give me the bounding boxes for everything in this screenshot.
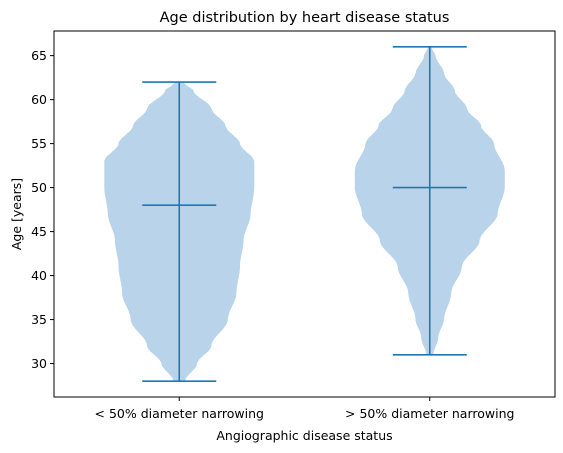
x-axis-label: Angiographic disease status [216, 428, 392, 443]
y-tick-label: 65 [31, 48, 47, 63]
y-tick-label: 60 [31, 92, 47, 107]
y-tick-label: 50 [31, 180, 47, 195]
y-axis-label: Age [years] [9, 178, 24, 250]
x-tick-label: < 50% diameter narrowing [95, 406, 264, 421]
plot-frame [53, 30, 556, 398]
y-tick-label: 45 [31, 224, 47, 239]
y-tick-label: 30 [31, 356, 47, 371]
chart-title: Age distribution by heart disease status [160, 10, 450, 26]
y-tick-label: 40 [31, 268, 47, 283]
plot-area [104, 46, 505, 382]
x-tick-label: > 50% diameter narrowing [345, 406, 514, 421]
y-tick-label: 35 [31, 312, 47, 327]
y-tick-label: 55 [31, 136, 47, 151]
